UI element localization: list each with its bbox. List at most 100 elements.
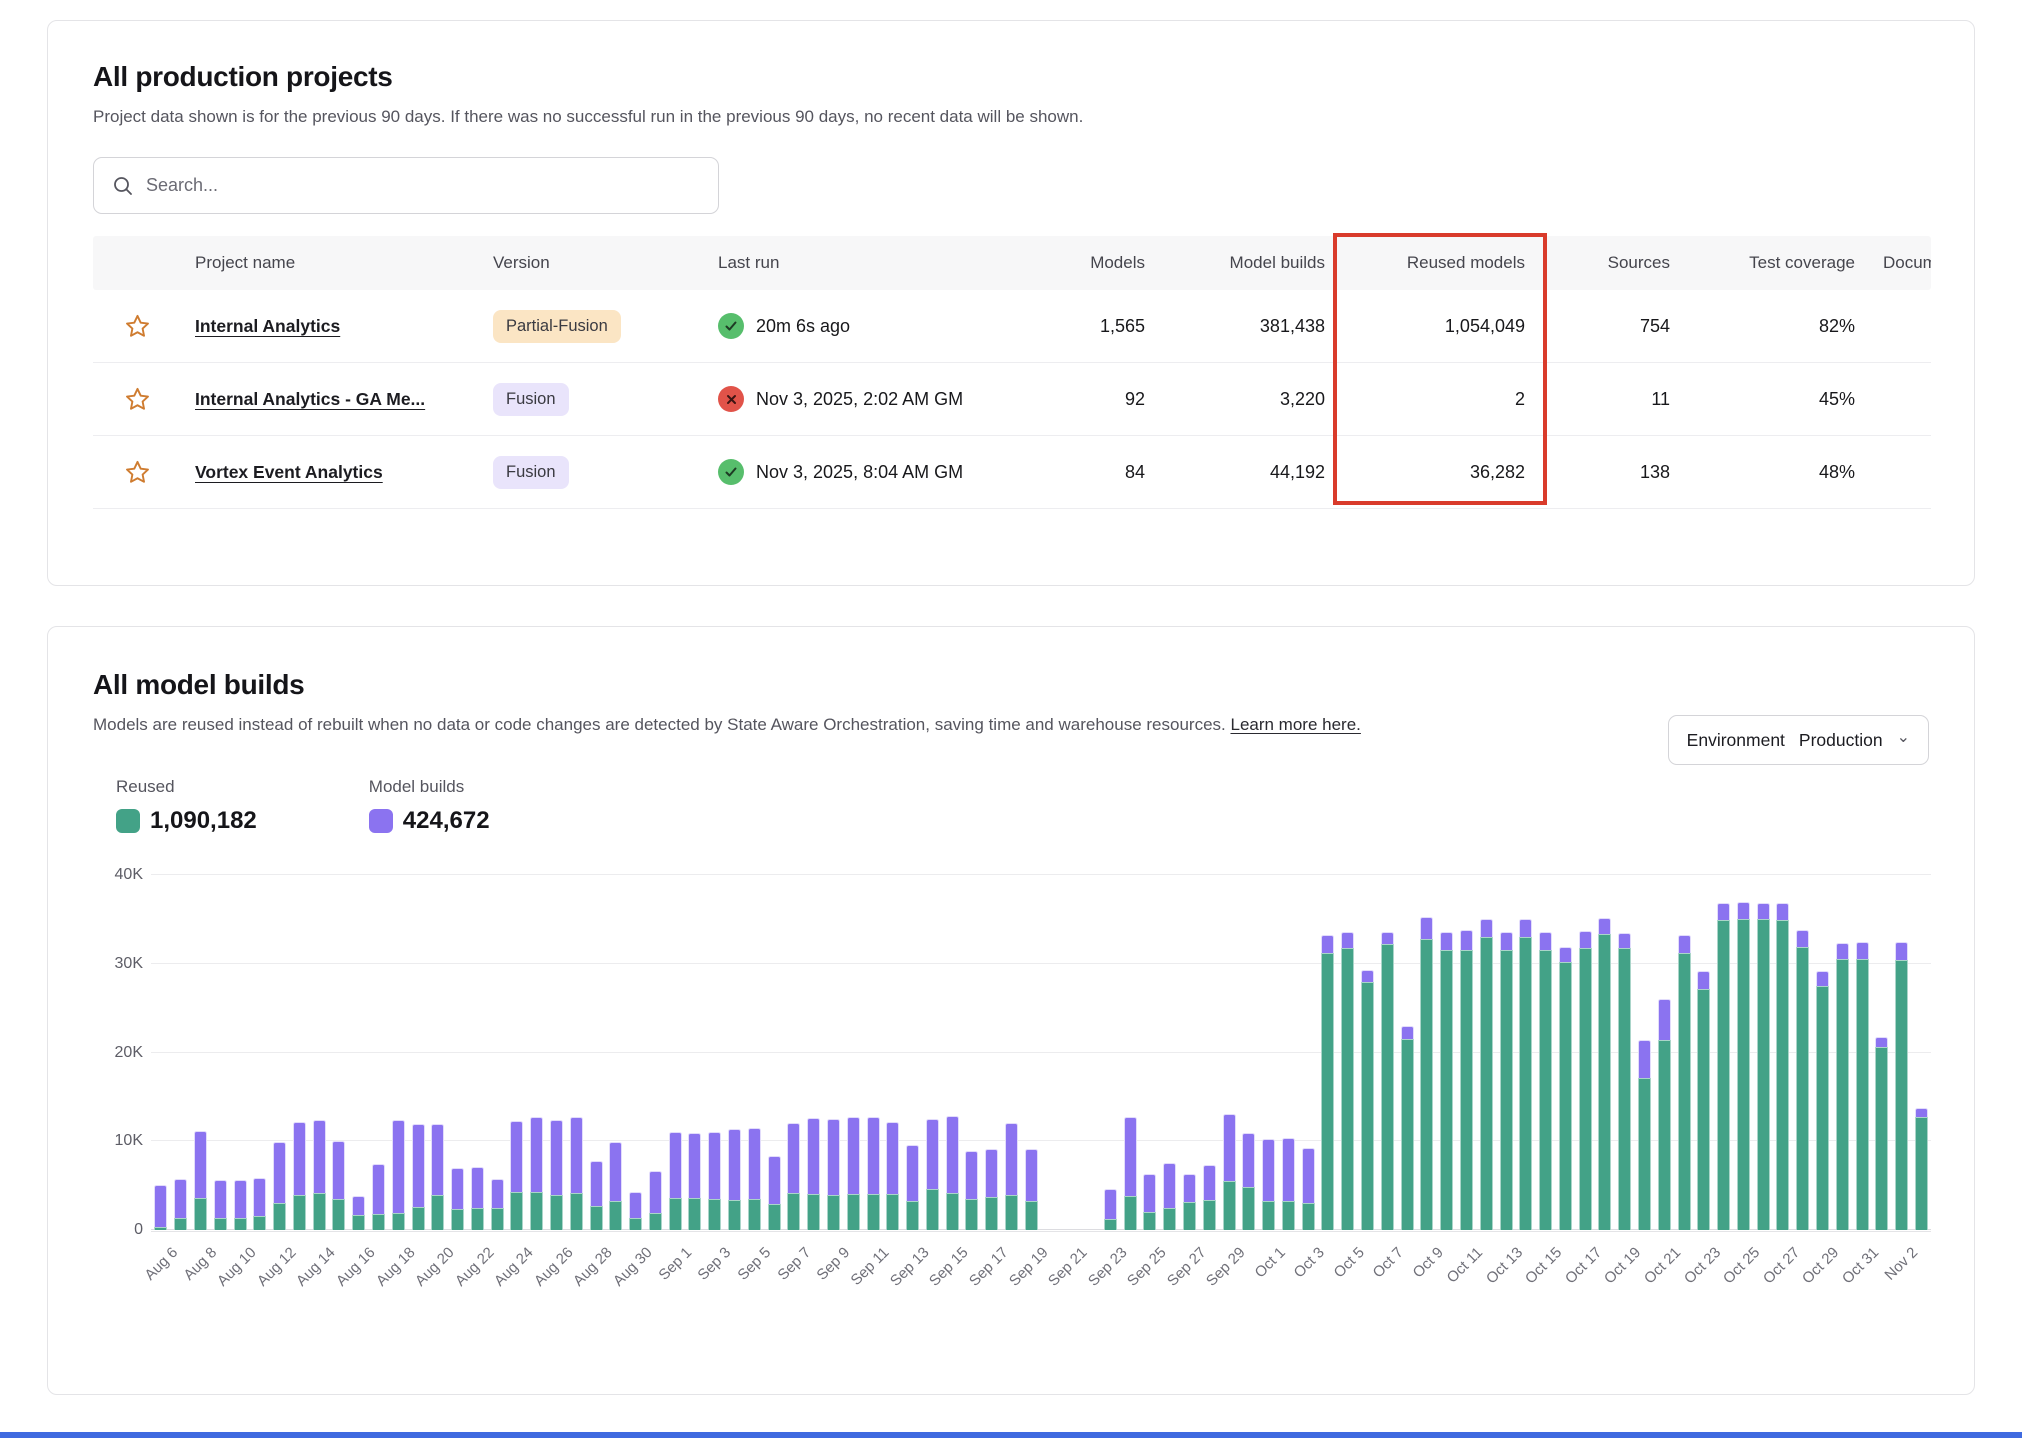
x-slot: Aug 28 [586,1232,606,1319]
bar-sep-8 [804,875,824,1230]
x-slot: Oct 29 [1813,1232,1833,1319]
column-header-models[interactable]: Models [1034,253,1159,273]
model-builds-segment [926,1119,939,1189]
bar-sep-30 [1239,875,1259,1230]
bar-oct-26 [1753,875,1773,1230]
x-slot: Aug 22 [468,1232,488,1319]
bar-aug-29 [606,875,626,1230]
model-builds-segment [372,1164,385,1214]
column-header-project-name[interactable]: Project name [181,253,479,273]
model-builds-segment [985,1149,998,1197]
column-header-sources[interactable]: Sources [1539,253,1684,273]
bar-aug-23 [487,875,507,1230]
search-input[interactable] [146,175,700,196]
bar-aug-17 [369,875,389,1230]
model-builds-segment [1618,933,1631,948]
version-badge: Partial-Fusion [493,310,621,343]
bar-sep-24 [1120,875,1140,1230]
model-builds-segment [807,1118,820,1193]
search-box[interactable] [93,157,719,214]
reused-segment [768,1204,781,1230]
reused-segment [946,1193,959,1230]
column-header-documentation[interactable]: Docum [1869,253,1931,273]
model-builds-segment [768,1156,781,1204]
model-builds-segment [946,1116,959,1193]
column-header-test-coverage[interactable]: Test coverage [1684,253,1869,273]
reused-segment [1143,1212,1156,1230]
models-count: 1,565 [1034,316,1159,337]
bar-aug-19 [408,875,428,1230]
model-builds-segment [332,1141,345,1199]
x-slot: Sep 5 [744,1232,764,1319]
table-row[interactable]: Internal Analytics - GA Me... Fusion Nov… [93,363,1931,436]
chart-plot: 010K20K30K40K [151,875,1931,1230]
bar-aug-28 [586,875,606,1230]
table-row[interactable]: Internal Analytics Partial-Fusion 20m 6s… [93,290,1931,363]
reused-segment [214,1218,227,1230]
model-builds-segment [906,1145,919,1201]
table-row[interactable]: Vortex Event Analytics Fusion Nov 3, 202… [93,436,1931,509]
model-builds-card: All model builds Models are reused inste… [47,626,1975,1395]
projects-description: Project data shown is for the previous 9… [93,107,1929,127]
column-header-reused-models[interactable]: Reused models [1339,253,1539,273]
favorite-star-icon[interactable] [124,386,151,413]
bar-oct-4 [1318,875,1338,1230]
x-slot: Oct 17 [1575,1232,1595,1319]
reused-segment [1519,937,1532,1230]
bar-oct-25 [1734,875,1754,1230]
favorite-star-icon[interactable] [124,459,151,486]
project-link[interactable]: Vortex Event Analytics [195,462,383,482]
reused-segment [431,1195,444,1230]
last-run-time: Nov 3, 2025, 2:02 AM GM [756,389,963,410]
reused-segment [372,1214,385,1230]
bar-sep-15 [942,875,962,1230]
reused-segment [748,1199,761,1230]
reused-segment [550,1195,563,1231]
x-slot: Sep 13 [903,1232,923,1319]
y-axis-tick-label: 0 [134,1221,143,1239]
sources-count: 11 [1539,389,1684,410]
error-icon [718,386,744,412]
model-builds-segment [273,1142,286,1202]
reused-segment [847,1194,860,1230]
bar-aug-18 [388,875,408,1230]
x-slot: Oct 27 [1773,1232,1793,1319]
bar-sep-25 [1140,875,1160,1230]
x-slot: Aug 16 [349,1232,369,1319]
model-builds-segment [688,1133,701,1198]
model-builds-segment [827,1119,840,1194]
model-builds-segment [293,1122,306,1195]
bar-nov-1 [1872,875,1892,1230]
x-slot: Oct 5 [1338,1232,1358,1319]
learn-more-link[interactable]: Learn more here. [1230,715,1360,734]
x-slot: Aug 6 [151,1232,171,1319]
reused-segment [1658,1040,1671,1230]
bar-aug-11 [250,875,270,1230]
bar-oct-16 [1555,875,1575,1230]
project-link[interactable]: Internal Analytics [195,316,340,336]
column-header-version[interactable]: Version [479,253,704,273]
bar-aug-16 [349,875,369,1230]
version-badge: Fusion [493,456,569,489]
favorite-star-icon[interactable] [124,313,151,340]
column-header-model-builds[interactable]: Model builds [1159,253,1339,273]
model-builds-segment [1282,1138,1295,1201]
bars-container [151,875,1931,1230]
reused-segment [1856,959,1869,1230]
model-builds-segment [1915,1108,1928,1118]
bar-sep-23 [1101,875,1121,1230]
environment-label: Environment [1687,730,1785,751]
project-link[interactable]: Internal Analytics - GA Me... [195,389,425,409]
model-builds-segment [471,1167,484,1208]
reused-segment [1776,920,1789,1230]
reused-segment [1282,1201,1295,1230]
reused-segment [1262,1201,1275,1230]
model-builds-segment [708,1132,721,1199]
model-builds-segment [1638,1040,1651,1078]
column-header-last-run[interactable]: Last run [704,253,1034,273]
model-builds-segment [1737,902,1750,920]
reused-segment [590,1206,603,1230]
model-builds-segment [1321,935,1334,953]
bar-sep-2 [685,875,705,1230]
environment-dropdown[interactable]: Environment Production ⌄ [1668,715,1929,765]
